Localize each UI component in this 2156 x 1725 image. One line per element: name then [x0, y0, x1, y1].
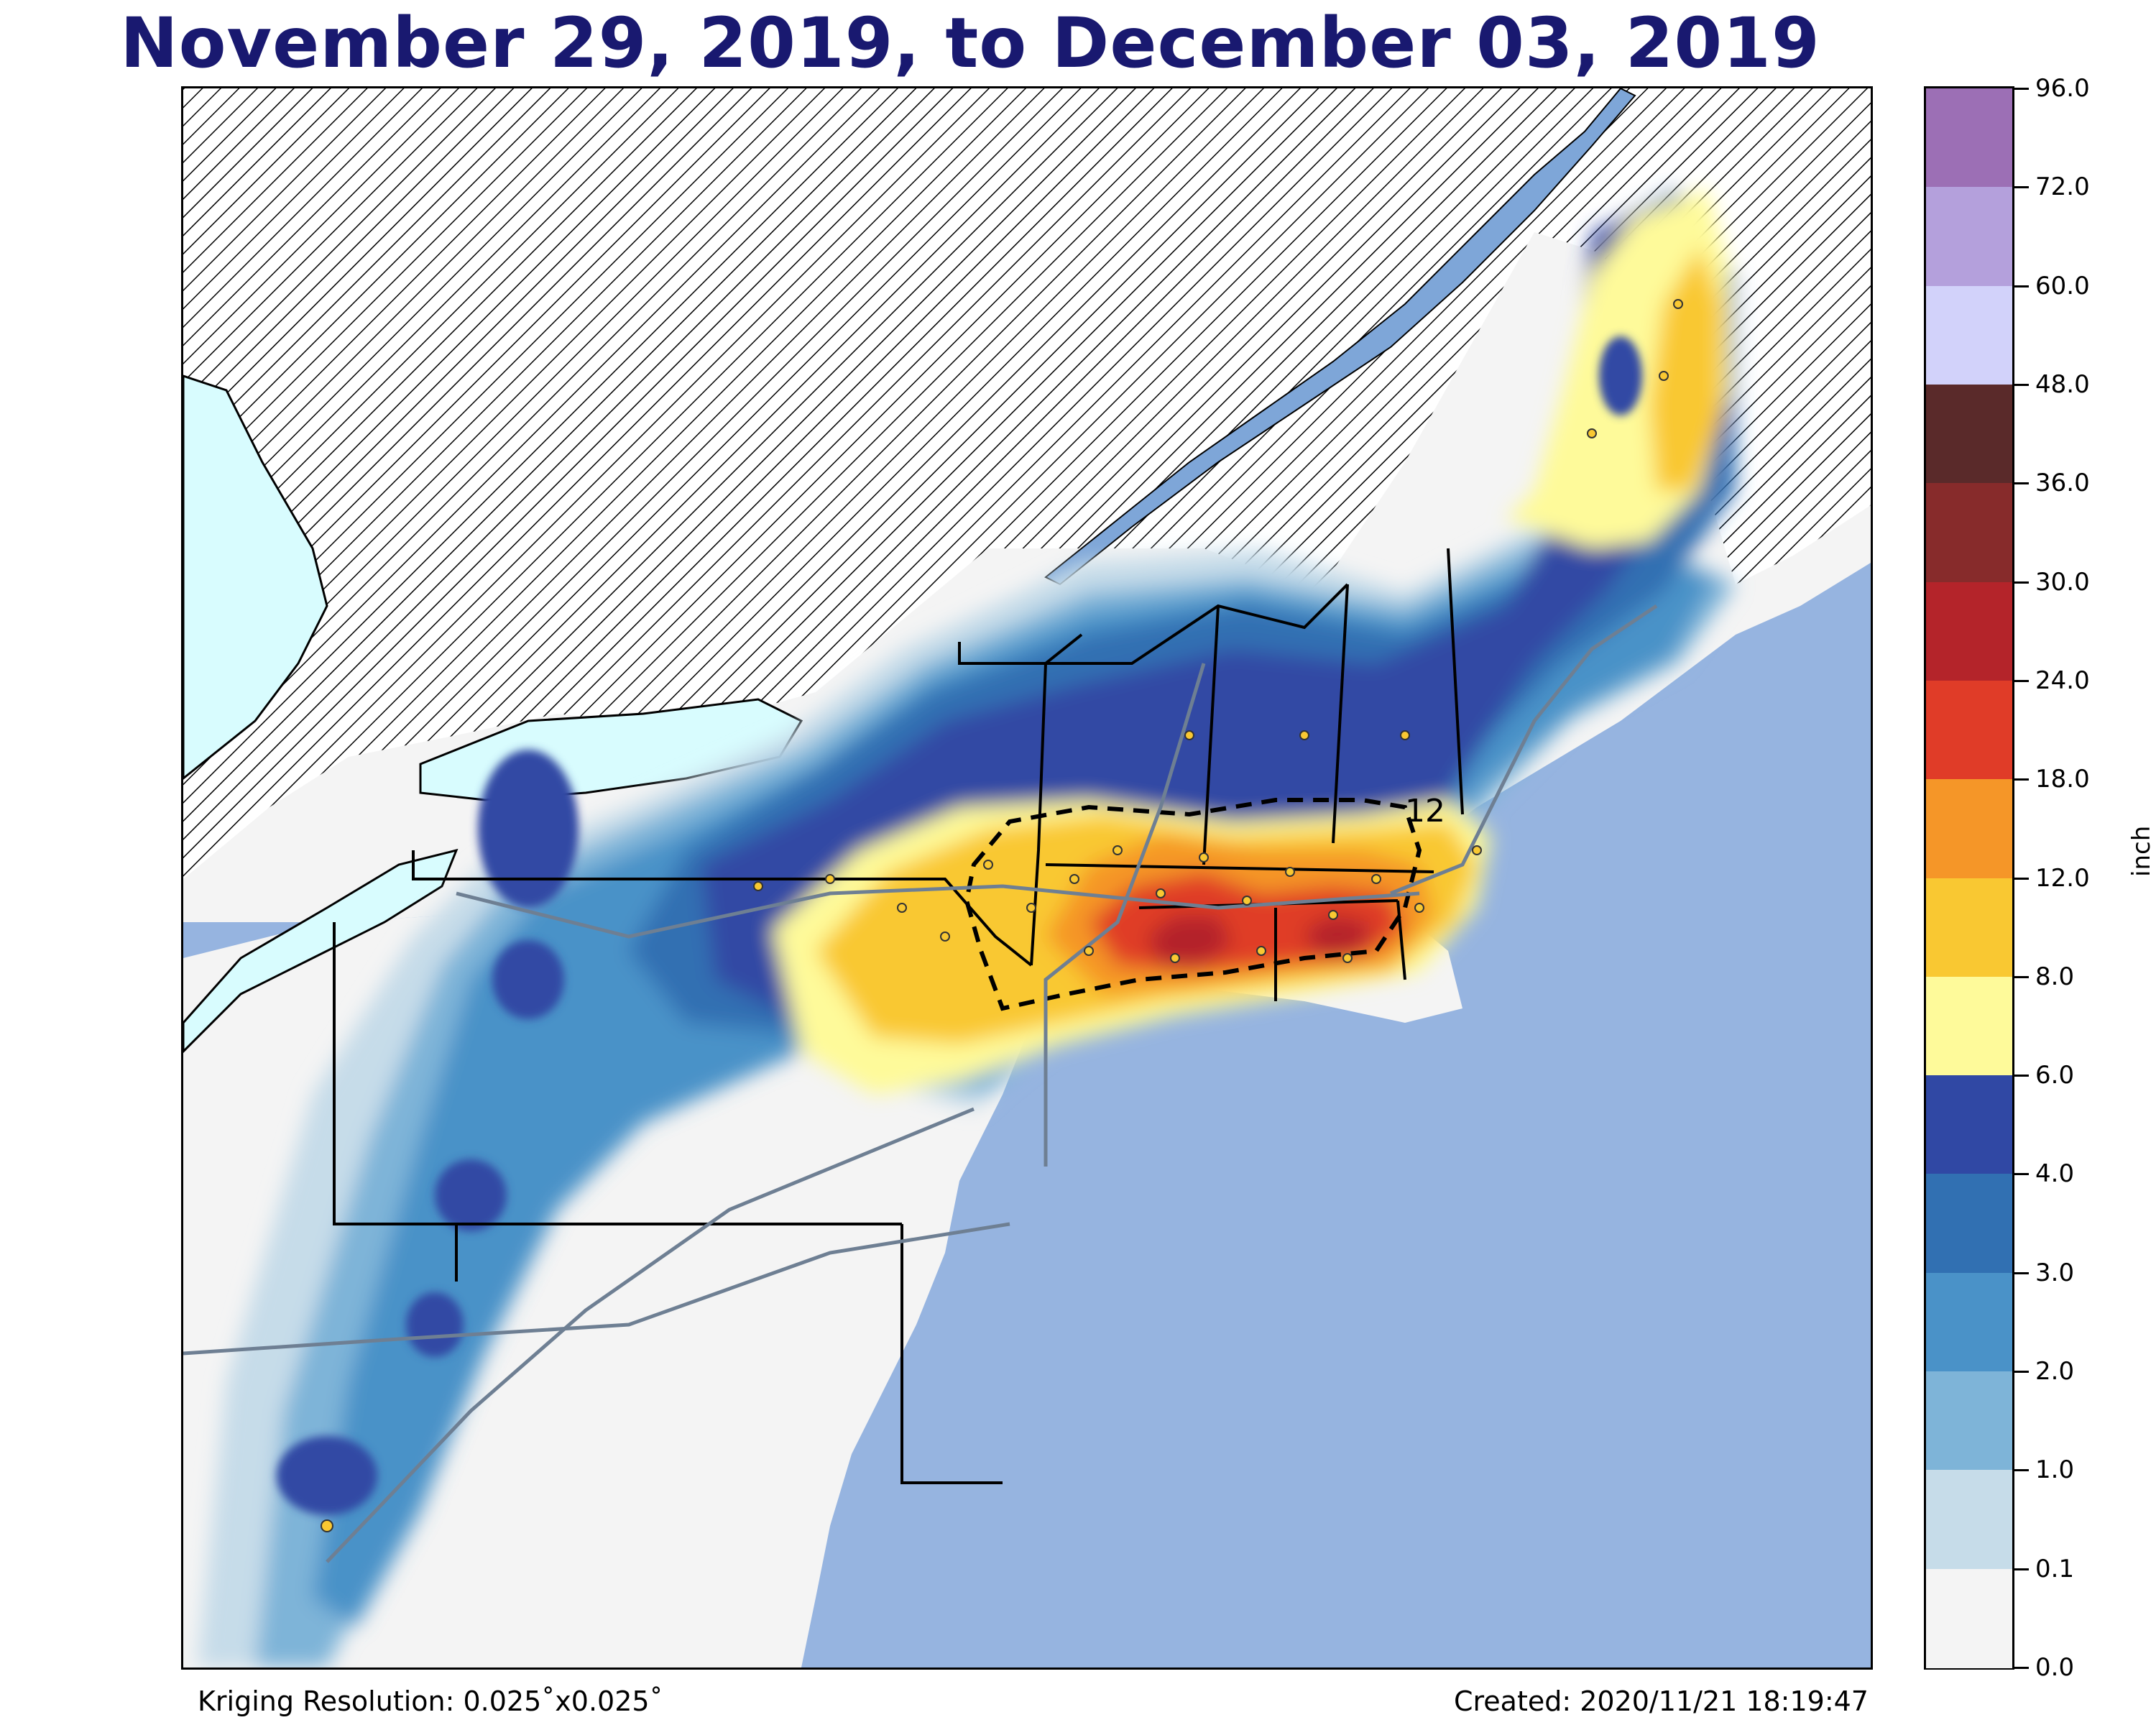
colorbar-tick: [2014, 679, 2029, 682]
colorbar-tick-label: 0.1: [2035, 1554, 2075, 1583]
colorbar-tick: [2014, 1271, 2029, 1274]
colorbar-tick-label: 72.0: [2035, 172, 2090, 202]
map-title: November 29, 2019, to December 03, 2019: [120, 3, 1820, 83]
colorbar-swatch: [1926, 1272, 2012, 1373]
colorbar-swatch: [1926, 88, 2012, 188]
colorbar-tick-label: 36.0: [2035, 469, 2090, 498]
colorbar-tick: [2014, 1075, 2029, 1077]
colorbar-swatch: [1926, 1174, 2012, 1274]
state-borders: [333, 548, 1464, 1484]
colorbar-tick: [2014, 1371, 2029, 1374]
snowfall-shading: [198, 189, 1736, 1668]
colorbar-swatch: [1926, 384, 2012, 484]
colorbar-swatch: [1926, 285, 2012, 385]
colorbar-tick-label: 24.0: [2035, 666, 2090, 695]
colorbar-tick: [2014, 1469, 2029, 1472]
contour-12: [964, 798, 1422, 1011]
colorbar-tick: [2014, 1667, 2029, 1669]
colorbar-tick: [2014, 1568, 2029, 1570]
colorbar-tick-label: 96.0: [2035, 74, 2090, 103]
highways: [183, 604, 1658, 1563]
colorbar-swatch: [1926, 1371, 2012, 1471]
colorbar-tick-label: 3.0: [2035, 1258, 2075, 1287]
colorbar-tick-label: 0.0: [2035, 1653, 2075, 1682]
colorbar-tick-label: 2.0: [2035, 1357, 2075, 1386]
map-canvas: 12: [183, 88, 1871, 1668]
colorbar-swatch: [1926, 779, 2012, 879]
created-timestamp: Created: 2020/11/21 18:19:47: [1453, 1685, 1869, 1717]
colorbar: 96.0 72.0 60.0 48.0 36.0 30.0 24.0 18.0 12.0 8.0 6…: [1924, 74, 2090, 1682]
lake-erie: [183, 848, 459, 1054]
colorbar-tick-label: 1.0: [2035, 1455, 2075, 1485]
colorbar-tick: [2014, 1173, 2029, 1176]
observation-points: [321, 299, 1683, 1532]
colorbar-tick: [2014, 88, 2029, 90]
colorbar-swatch: [1926, 581, 2012, 681]
st-lawrence: [1044, 88, 1636, 586]
colorbar-tick: [2014, 778, 2029, 781]
colorbar-swatch: [1926, 680, 2012, 781]
colorbar-tick: [2014, 186, 2029, 189]
colorbar-swatch: [1926, 878, 2012, 978]
colorbar-tick-label: 18.0: [2035, 765, 2090, 794]
colorbar-tick: [2014, 877, 2029, 880]
colorbar-swatch: [1926, 483, 2012, 583]
colorbar-swatch: [1926, 1470, 2012, 1570]
colorbar-tick-label: 4.0: [2035, 1159, 2075, 1189]
kriging-resolution: Kriging Resolution: 0.025˚x0.025˚: [198, 1685, 663, 1717]
colorbar-tick: [2014, 383, 2029, 386]
colorbar-tick: [2014, 482, 2029, 485]
colorbar-tick-label: 8.0: [2035, 962, 2075, 991]
colorbar-unit: inch: [2127, 825, 2156, 877]
colorbar-tick-label: 12.0: [2035, 863, 2090, 893]
colorbar-tick-label: 60.0: [2035, 271, 2090, 300]
colorbar-swatch: [1926, 1568, 2012, 1668]
colorbar-tick: [2014, 581, 2029, 584]
colorbar-tick-label: 6.0: [2035, 1061, 2075, 1090]
colorbar-swatch: [1926, 187, 2012, 287]
contour-label: 12: [1405, 793, 1445, 829]
lake-huron: [183, 374, 328, 780]
colorbar-tick: [2014, 285, 2029, 288]
colorbar-swatch: [1926, 976, 2012, 1077]
blue-spots: [277, 336, 1642, 1515]
colorbar-tick-label: 48.0: [2035, 369, 2090, 399]
snowfall-map: 12: [181, 86, 1873, 1670]
colorbar-swatch: [1926, 1075, 2012, 1175]
colorbar-tick: [2014, 975, 2029, 978]
colorbar-tick-label: 30.0: [2035, 567, 2090, 597]
